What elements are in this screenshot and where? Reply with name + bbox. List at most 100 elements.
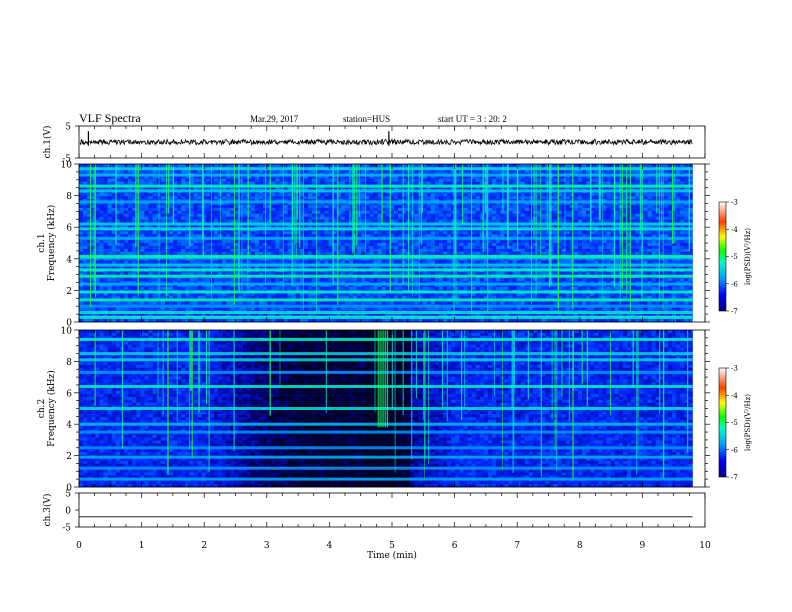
spec1-cell bbox=[111, 292, 117, 296]
spec1-cell bbox=[414, 178, 419, 182]
spec1-cell bbox=[377, 245, 382, 250]
spec1-cell bbox=[336, 260, 342, 264]
spec1-cell bbox=[132, 231, 137, 235]
spec1-cell bbox=[213, 278, 219, 282]
spec1-cell bbox=[332, 251, 337, 256]
spec1-cell bbox=[426, 260, 432, 264]
spec1-cell bbox=[369, 286, 374, 291]
spec1-cell bbox=[222, 210, 227, 215]
spec1-cell bbox=[271, 204, 276, 209]
spec1-cell bbox=[91, 313, 96, 317]
spec1-cell bbox=[173, 278, 178, 282]
spec1-cell bbox=[430, 240, 436, 244]
spec1-cell bbox=[99, 213, 104, 217]
spec1-cell bbox=[205, 234, 211, 238]
spec1-cell bbox=[111, 213, 117, 217]
spec1-cell bbox=[144, 286, 149, 291]
spec1-cell bbox=[148, 319, 153, 323]
spec1-cell bbox=[283, 234, 288, 238]
spec1-cell bbox=[353, 307, 358, 311]
spec1-cell bbox=[267, 187, 272, 191]
spec1-cell bbox=[123, 260, 129, 264]
spec1-cell bbox=[119, 245, 125, 250]
spec1-cell bbox=[209, 204, 215, 209]
spec1-cell bbox=[238, 292, 243, 296]
spec1-cell bbox=[91, 319, 96, 323]
spec1-cell bbox=[336, 216, 342, 220]
spec1-cell bbox=[308, 243, 313, 247]
spec1-cell bbox=[447, 213, 452, 217]
spec1-cell bbox=[209, 219, 215, 223]
spec1-cell bbox=[140, 187, 145, 191]
spec1-cell bbox=[353, 175, 358, 179]
spec1-cell bbox=[299, 272, 305, 276]
spec1-cell bbox=[83, 292, 88, 296]
spec1-cell bbox=[353, 207, 358, 212]
spec1-cell bbox=[287, 231, 292, 235]
spec1-cell bbox=[291, 187, 297, 191]
spec1-cell bbox=[230, 260, 235, 264]
spec1-cell bbox=[177, 272, 182, 276]
spec1-cell bbox=[291, 204, 297, 209]
spec1-cell bbox=[287, 278, 292, 282]
spec1-cell bbox=[160, 307, 166, 311]
spec1-cell bbox=[291, 193, 297, 197]
spec1-cell bbox=[168, 231, 174, 235]
spec1-cell bbox=[438, 301, 444, 305]
spec1-cell bbox=[238, 219, 243, 223]
spec1-cell bbox=[365, 266, 370, 270]
spec1-cell bbox=[369, 196, 374, 200]
spec1-cell bbox=[328, 187, 333, 191]
spec1-cell bbox=[160, 231, 166, 235]
spec1-cell bbox=[254, 178, 260, 182]
spec1-cell bbox=[291, 266, 297, 270]
spec1-cell bbox=[377, 231, 382, 235]
spec1-cell bbox=[193, 164, 198, 168]
spec1-cell bbox=[320, 207, 325, 212]
spec1-cell bbox=[177, 278, 182, 282]
spec1-cell bbox=[197, 225, 202, 229]
spec1-cell bbox=[434, 210, 440, 215]
spec1-cell bbox=[140, 278, 145, 282]
spec1-cell bbox=[414, 286, 419, 291]
spec1-cell bbox=[193, 204, 198, 209]
spec1-cell bbox=[438, 164, 444, 168]
spec1-cell bbox=[377, 219, 382, 223]
spec1-cell bbox=[119, 164, 125, 168]
spec1-cell bbox=[132, 225, 137, 229]
spec1-cell bbox=[123, 225, 129, 229]
spec1-cell bbox=[230, 213, 235, 217]
spec1-cell bbox=[119, 243, 125, 247]
spec1-cell bbox=[132, 278, 137, 282]
spec1-cell bbox=[389, 245, 395, 250]
spec1-cell bbox=[99, 240, 104, 244]
spec1-cell bbox=[152, 169, 158, 174]
spec1-cell bbox=[181, 196, 186, 200]
spec1-cell bbox=[332, 278, 337, 282]
spec1-cell bbox=[254, 193, 260, 197]
spec1-cell bbox=[87, 231, 92, 235]
spec1-cell bbox=[250, 178, 256, 182]
spec1-cell bbox=[365, 248, 370, 253]
spec1-cell bbox=[79, 313, 84, 317]
spec1-cell bbox=[79, 213, 84, 217]
spec1-cell bbox=[340, 286, 346, 291]
spec1-cell bbox=[201, 225, 207, 229]
spec1-cell bbox=[144, 313, 149, 317]
spec1-cell bbox=[123, 286, 129, 291]
spec1-cell bbox=[336, 181, 342, 185]
spec1-cell bbox=[189, 266, 194, 270]
spec1-cell bbox=[119, 216, 125, 220]
spec1-cell bbox=[320, 225, 325, 229]
spec1-cell bbox=[99, 301, 104, 305]
spec1-cell bbox=[185, 178, 190, 182]
spec1-cell bbox=[144, 292, 149, 296]
spec1-cell bbox=[336, 213, 342, 217]
spec1-cell bbox=[295, 245, 301, 250]
spec1-cell bbox=[144, 225, 149, 229]
spec1-cell bbox=[414, 175, 419, 179]
spec1-cell bbox=[271, 286, 276, 291]
spec1-cell bbox=[344, 196, 350, 200]
spec1-cell bbox=[128, 231, 133, 235]
